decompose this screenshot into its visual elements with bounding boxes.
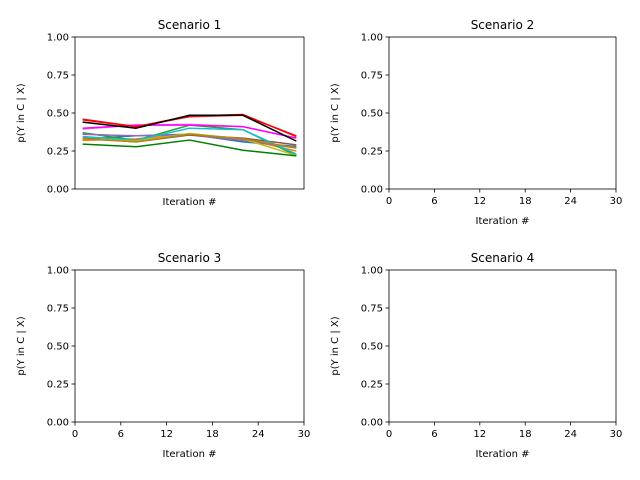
y-tick-label: 0.00 bbox=[361, 418, 383, 429]
x-tick-label: 30 bbox=[610, 196, 623, 207]
subplot-title: Scenario 4 bbox=[471, 251, 535, 265]
y-tick-label: 0.25 bbox=[47, 147, 69, 158]
y-tick-label: 0.75 bbox=[361, 304, 383, 315]
y-tick-label: 1.00 bbox=[361, 33, 383, 44]
y-tick-label: 0.25 bbox=[361, 380, 383, 391]
x-tick-label: 12 bbox=[160, 429, 173, 440]
subplot-3: Scenario 3 0.00 0.25 0.50 0.75 1.00 0 6 12 18 24 30… bbox=[16, 251, 310, 460]
y-tick-label: 0.25 bbox=[47, 380, 69, 391]
subplot-4: Scenario 4 0.00 0.25 0.50 0.75 1.00 0 6 12 18 24 30… bbox=[330, 251, 622, 460]
subplot-title: Scenario 1 bbox=[158, 18, 222, 32]
x-tick-label: 6 bbox=[118, 429, 124, 440]
x-tick-label: 6 bbox=[431, 196, 437, 207]
y-tick-label: 0.50 bbox=[361, 109, 383, 120]
y-tick-label: 0.75 bbox=[47, 304, 69, 315]
series-line-12 bbox=[82, 133, 297, 149]
y-tick-label: 0.75 bbox=[361, 71, 383, 82]
x-tick-label: 12 bbox=[473, 196, 486, 207]
x-tick-label: 18 bbox=[519, 429, 532, 440]
x-axis-label: Iteration # bbox=[163, 449, 217, 460]
y-tick-label: 0.00 bbox=[47, 418, 69, 429]
x-tick-label: 24 bbox=[564, 196, 577, 207]
x-tick-label: 30 bbox=[298, 429, 311, 440]
y-axis-label: p(Y in C | X) bbox=[330, 316, 341, 375]
x-tick-label: 0 bbox=[72, 429, 78, 440]
series-line-13 bbox=[82, 139, 297, 157]
y-axis-label: p(Y in C | X) bbox=[16, 83, 27, 142]
subplot-2: Scenario 2 0.00 0.25 0.50 0.75 1.00 0 6 12 18 24 30… bbox=[330, 18, 622, 227]
x-tick-label: 24 bbox=[252, 429, 265, 440]
x-tick-label: 0 bbox=[386, 196, 392, 207]
y-tick-label: 0.50 bbox=[47, 109, 69, 120]
x-tick-label: 24 bbox=[564, 429, 577, 440]
y-axis-label: p(Y in C | X) bbox=[16, 316, 27, 375]
axes-frame bbox=[74, 36, 305, 190]
x-tick-label: 12 bbox=[473, 429, 486, 440]
subplot-title: Scenario 3 bbox=[158, 251, 222, 265]
series-line-8 bbox=[82, 127, 297, 155]
y-tick-label: 0.75 bbox=[47, 71, 69, 82]
axes-frame bbox=[388, 36, 617, 190]
y-tick-label: 1.00 bbox=[47, 266, 69, 277]
subplot-1: Scenario 1 0.00 0.25 0.50 0.75 1.00 Iteration … bbox=[16, 18, 305, 208]
series-line-10 bbox=[82, 124, 297, 139]
x-axis-label: Iteration # bbox=[476, 216, 530, 227]
x-tick-label: 30 bbox=[610, 429, 623, 440]
x-tick-label: 6 bbox=[431, 429, 437, 440]
series-line-14 bbox=[82, 114, 297, 142]
axes-frame bbox=[388, 269, 617, 423]
axes-frame bbox=[74, 269, 305, 423]
y-tick-label: 0.00 bbox=[47, 185, 69, 196]
y-tick-label: 0.50 bbox=[47, 342, 69, 353]
subplot-title: Scenario 2 bbox=[471, 18, 535, 32]
y-tick-label: 0.50 bbox=[361, 342, 383, 353]
x-tick-label: 18 bbox=[519, 196, 532, 207]
y-tick-label: 0.25 bbox=[361, 147, 383, 158]
y-axis-label: p(Y in C | X) bbox=[330, 83, 341, 142]
x-tick-label: 18 bbox=[206, 429, 219, 440]
y-tick-label: 1.00 bbox=[361, 266, 383, 277]
y-tick-label: 1.00 bbox=[47, 33, 69, 44]
x-axis-label: Iteration # bbox=[163, 197, 217, 208]
y-tick-label: 0.00 bbox=[361, 185, 383, 196]
x-tick-label: 0 bbox=[386, 429, 392, 440]
x-axis-label: Iteration # bbox=[476, 449, 530, 460]
